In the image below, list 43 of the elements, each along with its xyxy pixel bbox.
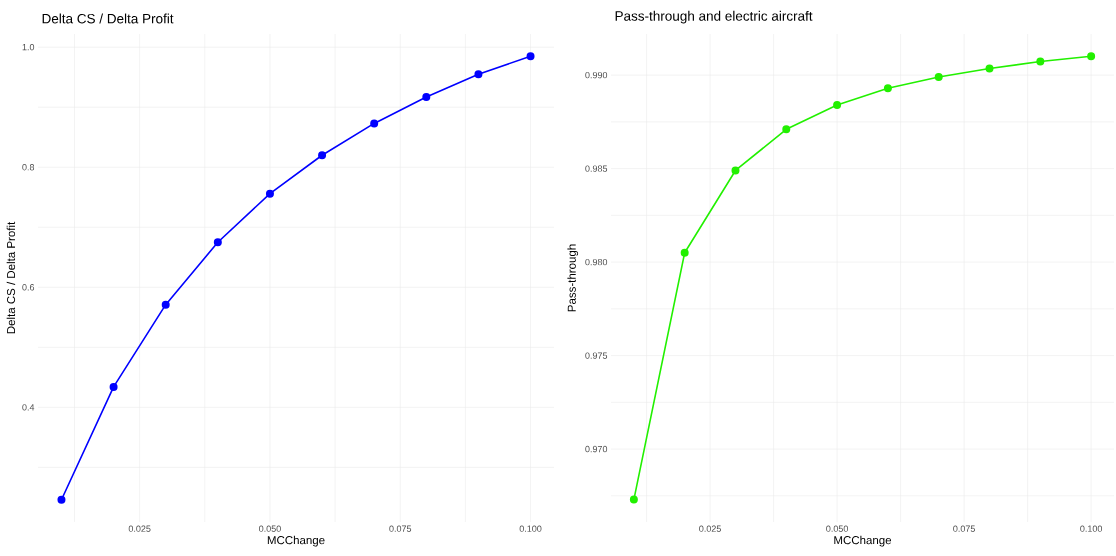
chart-title: Delta CS / Delta Profit [42, 13, 174, 24]
y-tick-label: 0.985 [585, 165, 608, 172]
y-axis-title: Delta CS / Delta Profit [6, 221, 16, 334]
point [526, 52, 535, 61]
point [680, 248, 689, 257]
point [883, 84, 892, 93]
x-tick-label: 0.025 [699, 525, 721, 532]
point [782, 125, 791, 134]
y-tick-label: 0.980 [585, 258, 608, 266]
point [161, 300, 170, 309]
chart-title: Pass-through and electric aircraft [615, 10, 813, 24]
point [265, 189, 274, 198]
point [318, 151, 327, 160]
point [474, 70, 483, 79]
point [57, 495, 66, 504]
point [629, 495, 638, 504]
y-tick-label: 0.970 [585, 445, 608, 453]
point [1087, 52, 1096, 61]
y-tick-label: 0.6 [22, 284, 35, 291]
point [1036, 57, 1045, 66]
y-tick-label: 0.990 [585, 71, 608, 79]
y-tick-label: 0.8 [22, 164, 35, 171]
y-tick-label: 1.0 [22, 44, 35, 51]
point [985, 64, 994, 73]
x-tick-label: 0.075 [953, 525, 975, 532]
y-tick-label: 0.975 [585, 352, 608, 359]
point [731, 166, 740, 175]
x-tick-label: 0.050 [259, 525, 281, 532]
point [422, 93, 431, 102]
x-tick-label: 0.050 [826, 525, 849, 532]
x-tick-label: 0.075 [389, 525, 412, 532]
x-axis-title: MCChange [834, 535, 892, 547]
point [213, 238, 222, 247]
point [370, 119, 379, 128]
x-tick-label: 0.100 [519, 525, 542, 532]
point [934, 72, 943, 81]
point [109, 382, 118, 391]
x-tick-label: 0.100 [1080, 525, 1103, 532]
x-axis-title: MCChange [267, 535, 325, 547]
point [833, 101, 842, 110]
y-axis-title: Pass-through [567, 244, 579, 312]
y-tick-label: 0.4 [22, 404, 35, 411]
x-tick-label: 0.025 [128, 525, 151, 532]
